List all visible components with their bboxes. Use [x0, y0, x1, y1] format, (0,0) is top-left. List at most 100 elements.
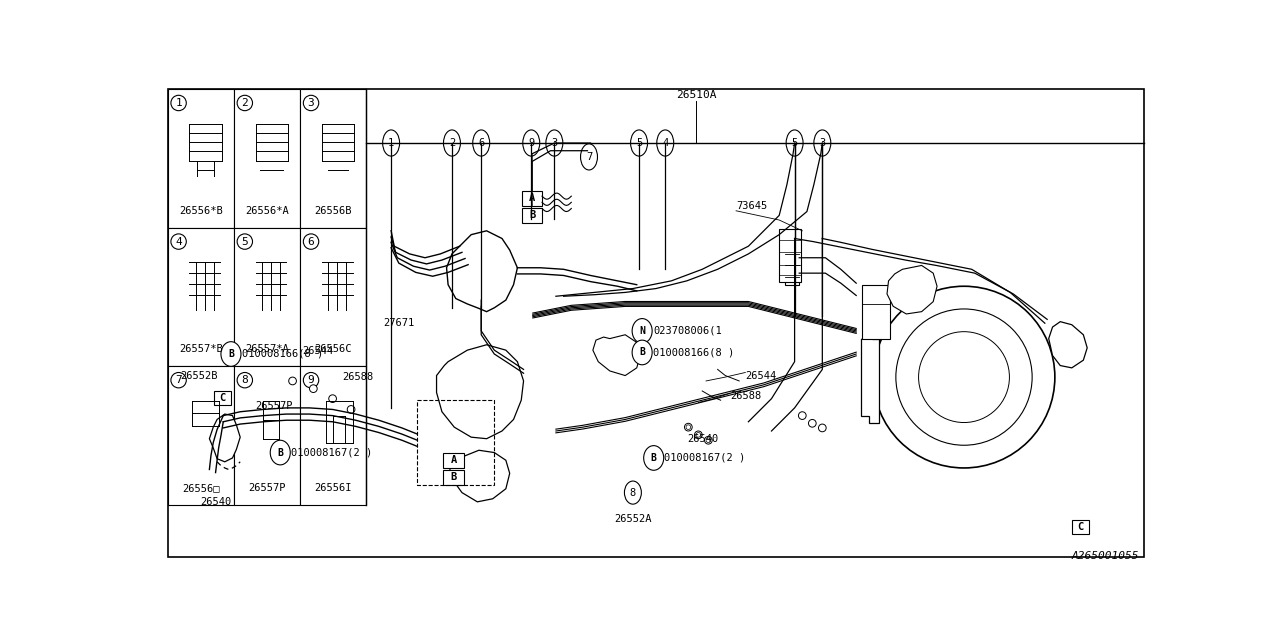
Ellipse shape — [631, 130, 648, 156]
Bar — [234, 89, 301, 228]
Ellipse shape — [522, 130, 540, 156]
Bar — [301, 228, 366, 366]
Circle shape — [303, 95, 319, 111]
Circle shape — [172, 95, 187, 111]
Polygon shape — [436, 345, 524, 438]
Polygon shape — [210, 414, 241, 462]
Ellipse shape — [814, 130, 831, 156]
Text: 2: 2 — [449, 138, 456, 148]
Text: A: A — [529, 193, 535, 204]
Bar — [522, 208, 541, 223]
Text: 010008166(8 ): 010008166(8 ) — [242, 349, 323, 359]
Circle shape — [919, 332, 1010, 422]
Text: B: B — [529, 211, 535, 220]
Ellipse shape — [383, 130, 399, 156]
Text: 26557P: 26557P — [248, 483, 285, 493]
Bar — [786, 239, 799, 285]
Text: 4: 4 — [662, 138, 668, 148]
Text: 5: 5 — [636, 138, 643, 148]
Text: A265001055: A265001055 — [1073, 551, 1139, 561]
Ellipse shape — [625, 481, 641, 504]
Circle shape — [809, 419, 817, 427]
Circle shape — [237, 95, 252, 111]
Text: 3: 3 — [819, 138, 826, 148]
Circle shape — [818, 424, 826, 432]
Circle shape — [172, 234, 187, 249]
Circle shape — [695, 431, 703, 438]
Text: 9: 9 — [529, 138, 534, 148]
Ellipse shape — [443, 130, 461, 156]
Bar — [214, 391, 230, 405]
Text: 26557*A: 26557*A — [246, 344, 289, 355]
Polygon shape — [447, 231, 517, 312]
Polygon shape — [1048, 322, 1087, 368]
Circle shape — [237, 372, 252, 388]
Text: 7: 7 — [586, 152, 593, 162]
Text: 26557*B: 26557*B — [179, 344, 223, 355]
Text: 26556*B: 26556*B — [179, 206, 223, 216]
Text: N: N — [639, 326, 645, 336]
Polygon shape — [887, 266, 937, 314]
Circle shape — [707, 438, 710, 442]
Circle shape — [799, 412, 806, 419]
Text: 010008167(2 ): 010008167(2 ) — [291, 447, 372, 458]
Text: 3: 3 — [307, 98, 315, 108]
Bar — [863, 285, 890, 339]
Bar — [234, 366, 301, 505]
Text: 010008167(2 ): 010008167(2 ) — [664, 453, 746, 463]
Ellipse shape — [786, 130, 803, 156]
Polygon shape — [593, 335, 640, 376]
Text: B: B — [650, 453, 657, 463]
Text: 010008166(8 ): 010008166(8 ) — [653, 348, 735, 358]
Text: B: B — [278, 447, 283, 458]
Text: 26510A: 26510A — [676, 90, 717, 100]
Circle shape — [310, 385, 317, 392]
Text: 1: 1 — [175, 98, 182, 108]
Text: C: C — [1078, 522, 1083, 532]
Text: 8: 8 — [630, 488, 636, 498]
Bar — [168, 366, 234, 505]
Bar — [301, 89, 366, 228]
Text: 9: 9 — [307, 375, 315, 385]
Bar — [417, 400, 494, 485]
Text: 023708006(1: 023708006(1 — [653, 326, 722, 336]
Ellipse shape — [581, 144, 598, 170]
Circle shape — [686, 425, 691, 429]
Circle shape — [289, 377, 297, 385]
Circle shape — [896, 309, 1032, 445]
Bar — [522, 191, 541, 206]
Polygon shape — [861, 331, 879, 423]
Ellipse shape — [270, 440, 291, 465]
Circle shape — [237, 234, 252, 249]
Text: A: A — [451, 455, 457, 465]
Text: 26588: 26588 — [342, 372, 372, 382]
Bar — [168, 89, 234, 228]
Text: 5: 5 — [791, 138, 797, 148]
Bar — [168, 228, 234, 366]
Text: 26544: 26544 — [302, 346, 333, 356]
Ellipse shape — [657, 130, 673, 156]
Bar — [234, 228, 301, 366]
Text: 26552B: 26552B — [180, 371, 218, 381]
Text: 26557P: 26557P — [256, 401, 293, 412]
Text: B: B — [639, 348, 645, 358]
Text: 26540: 26540 — [687, 434, 718, 444]
Text: 5: 5 — [242, 237, 248, 246]
Bar — [301, 366, 366, 505]
Bar — [443, 470, 463, 485]
Bar — [1071, 520, 1089, 534]
Circle shape — [329, 395, 337, 403]
Text: 8: 8 — [242, 375, 248, 385]
Text: C: C — [219, 393, 225, 403]
Circle shape — [303, 372, 319, 388]
Circle shape — [873, 286, 1055, 468]
Text: B: B — [451, 472, 457, 482]
Text: 26556B: 26556B — [315, 206, 352, 216]
Circle shape — [704, 436, 712, 444]
Text: 6: 6 — [307, 237, 315, 246]
Text: 26540: 26540 — [200, 497, 232, 507]
Ellipse shape — [221, 342, 241, 366]
Circle shape — [303, 234, 319, 249]
Text: 73645: 73645 — [736, 201, 767, 211]
Text: 2: 2 — [242, 98, 248, 108]
